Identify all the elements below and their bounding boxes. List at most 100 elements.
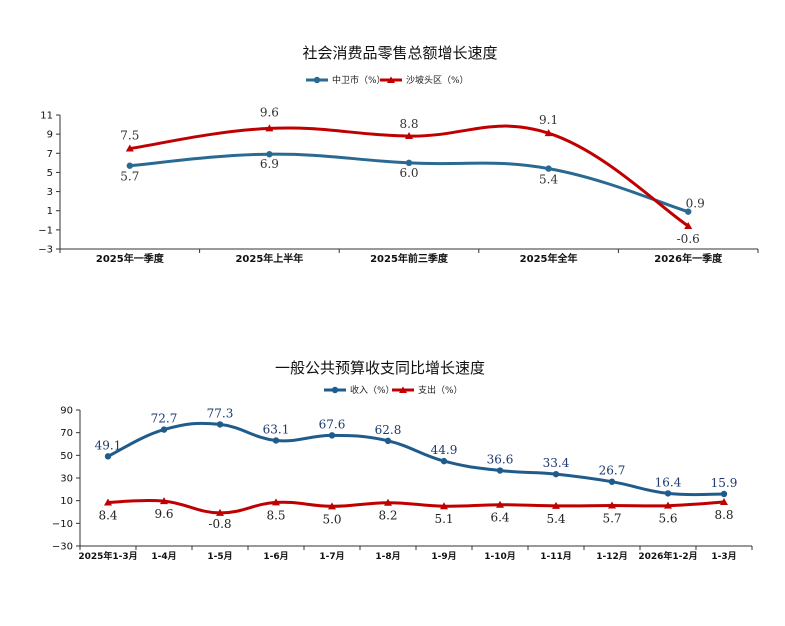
data-label-0: 6.0 — [399, 166, 418, 180]
data-point-1 — [496, 500, 504, 508]
chart2-legend: 收入（%） 支出（%） — [324, 384, 463, 396]
x-tick-label: 2025年全年 — [520, 252, 578, 265]
retail-sales-chart: 社会消费品零售总额增长速度 中卫市（%） 沙坡头区（%） −3 −1 1 3 5 7 9 11… — [38, 44, 759, 265]
data-point-0 — [685, 208, 692, 215]
data-point-1 — [405, 132, 413, 140]
chart1-title: 社会消费品零售总额增长速度 — [302, 44, 497, 62]
data-label-1: -0.6 — [677, 232, 700, 246]
data-point-0 — [384, 437, 392, 445]
x-tick-label: 2026年1-2月 — [638, 550, 697, 562]
data-point-1 — [272, 498, 280, 506]
series-line-1 — [107, 498, 725, 515]
chart2-title: 一般公共预算收支同比增长速度 — [275, 359, 485, 377]
data-label-1: 8.8 — [714, 508, 733, 522]
data-point-1 — [216, 508, 224, 516]
y-tick-label: 50 — [60, 451, 73, 462]
data-point-1 — [265, 124, 274, 132]
data-point-0 — [545, 165, 552, 172]
data-label-0: 49.1 — [95, 438, 122, 452]
data-label-1: 9.1 — [539, 113, 558, 127]
x-tick-label: 2025年一季度 — [96, 252, 165, 265]
x-tick-label: 1-10月 — [484, 551, 516, 562]
x-tick-label: 1-3月 — [711, 551, 736, 562]
data-label-1: 9.6 — [154, 507, 173, 521]
chart2-axes: −30 −10 10 30 50 70 90 2025年1-3月 1-4月 1-5月 1-6月 1-7… — [52, 406, 753, 562]
data-label-0: 5.7 — [120, 170, 139, 184]
data-point-0 — [720, 490, 728, 498]
x-tick-label: 1-5月 — [207, 551, 232, 562]
data-label-1: 5.1 — [434, 512, 453, 526]
data-label-1: 5.7 — [602, 512, 621, 526]
data-label-0: 33.4 — [543, 456, 570, 470]
data-label-1: -0.8 — [208, 517, 231, 531]
y-tick-label: 11 — [40, 111, 53, 122]
data-point-0 — [552, 470, 560, 478]
x-tick-label: 2025年上半年 — [235, 252, 303, 265]
x-tick-label: 1-12月 — [596, 551, 628, 562]
data-label-0: 72.7 — [151, 412, 178, 426]
x-tick-label: 2026年一季度 — [654, 252, 723, 265]
data-point-0 — [664, 490, 672, 497]
data-point-0 — [608, 478, 616, 485]
chart2-data-labels: 49.1 72.7 77.3 63.1 67.6 62.8 44.9 36.6 33.4 26.7… — [95, 406, 738, 531]
data-point-0 — [272, 437, 280, 444]
data-label-0: 5.4 — [539, 173, 558, 187]
data-point-0 — [440, 457, 448, 465]
data-label-1: 8.8 — [399, 117, 418, 131]
data-point-0 — [496, 467, 504, 474]
data-label-0: 77.3 — [207, 406, 234, 420]
data-label-0: 44.9 — [431, 443, 458, 457]
legend-label-expenditure: 支出（%） — [418, 384, 463, 396]
data-point-0 — [216, 421, 224, 428]
data-point-1 — [160, 497, 168, 505]
y-tick-label: −1 — [38, 225, 53, 236]
chart1-legend: 中卫市（%） 沙坡头区（%） — [306, 74, 469, 86]
legend-label-shapotou: 沙坡头区（%） — [406, 74, 469, 86]
data-point-0 — [160, 426, 168, 433]
data-point-0 — [126, 162, 133, 169]
y-tick-label: 7 — [47, 149, 53, 160]
data-point-1 — [544, 129, 553, 137]
y-tick-label: 30 — [60, 474, 73, 485]
x-tick-label: 1-9月 — [431, 551, 456, 562]
y-tick-label: 90 — [60, 406, 73, 417]
series-line-1 — [129, 124, 690, 228]
chart1-axes: −3 −1 1 3 5 7 9 11 2025年一季度 2025年上半年 2025年前三季度 2025… — [38, 111, 759, 265]
data-label-0: 67.6 — [319, 417, 346, 431]
y-tick-label: 9 — [47, 130, 53, 141]
data-label-0: 26.7 — [599, 464, 626, 478]
x-tick-label: 1-8月 — [375, 551, 400, 562]
data-point-1 — [664, 501, 672, 509]
x-tick-label: 2025年前三季度 — [370, 252, 449, 265]
data-point-0 — [104, 453, 112, 460]
x-tick-label: 2025年1-3月 — [78, 550, 137, 562]
y-tick-label: −3 — [38, 245, 53, 256]
series-line-0 — [107, 421, 725, 497]
data-label-1: 6.4 — [490, 511, 509, 525]
data-label-0: 15.9 — [711, 476, 738, 490]
y-tick-label: 10 — [60, 496, 73, 507]
data-point-0 — [328, 432, 336, 439]
data-point-1 — [104, 498, 112, 506]
data-point-1 — [684, 222, 693, 230]
x-tick-label: 1-4月 — [151, 551, 176, 562]
data-label-1: 5.6 — [658, 512, 677, 526]
data-label-1: 9.6 — [260, 105, 279, 119]
y-tick-label: 70 — [60, 428, 73, 439]
data-label-0: 6.9 — [260, 157, 279, 171]
data-label-0: 16.4 — [655, 475, 682, 489]
legend-marker-shapotou — [387, 76, 395, 83]
legend-marker-expenditure — [399, 386, 407, 393]
data-label-1: 7.5 — [120, 129, 139, 143]
budget-chart: 一般公共预算收支同比增长速度 收入（%） 支出（%） −30 −10 10 30 50 7… — [52, 359, 753, 562]
data-point-1 — [720, 498, 728, 506]
legend-label-zhongwei: 中卫市（%） — [332, 74, 386, 86]
data-label-1: 5.0 — [322, 512, 341, 526]
y-tick-label: 5 — [47, 168, 53, 179]
data-point-1 — [328, 502, 336, 510]
data-point-0 — [405, 159, 413, 167]
y-tick-label: 1 — [47, 206, 53, 217]
data-label-1: 8.5 — [266, 508, 285, 522]
